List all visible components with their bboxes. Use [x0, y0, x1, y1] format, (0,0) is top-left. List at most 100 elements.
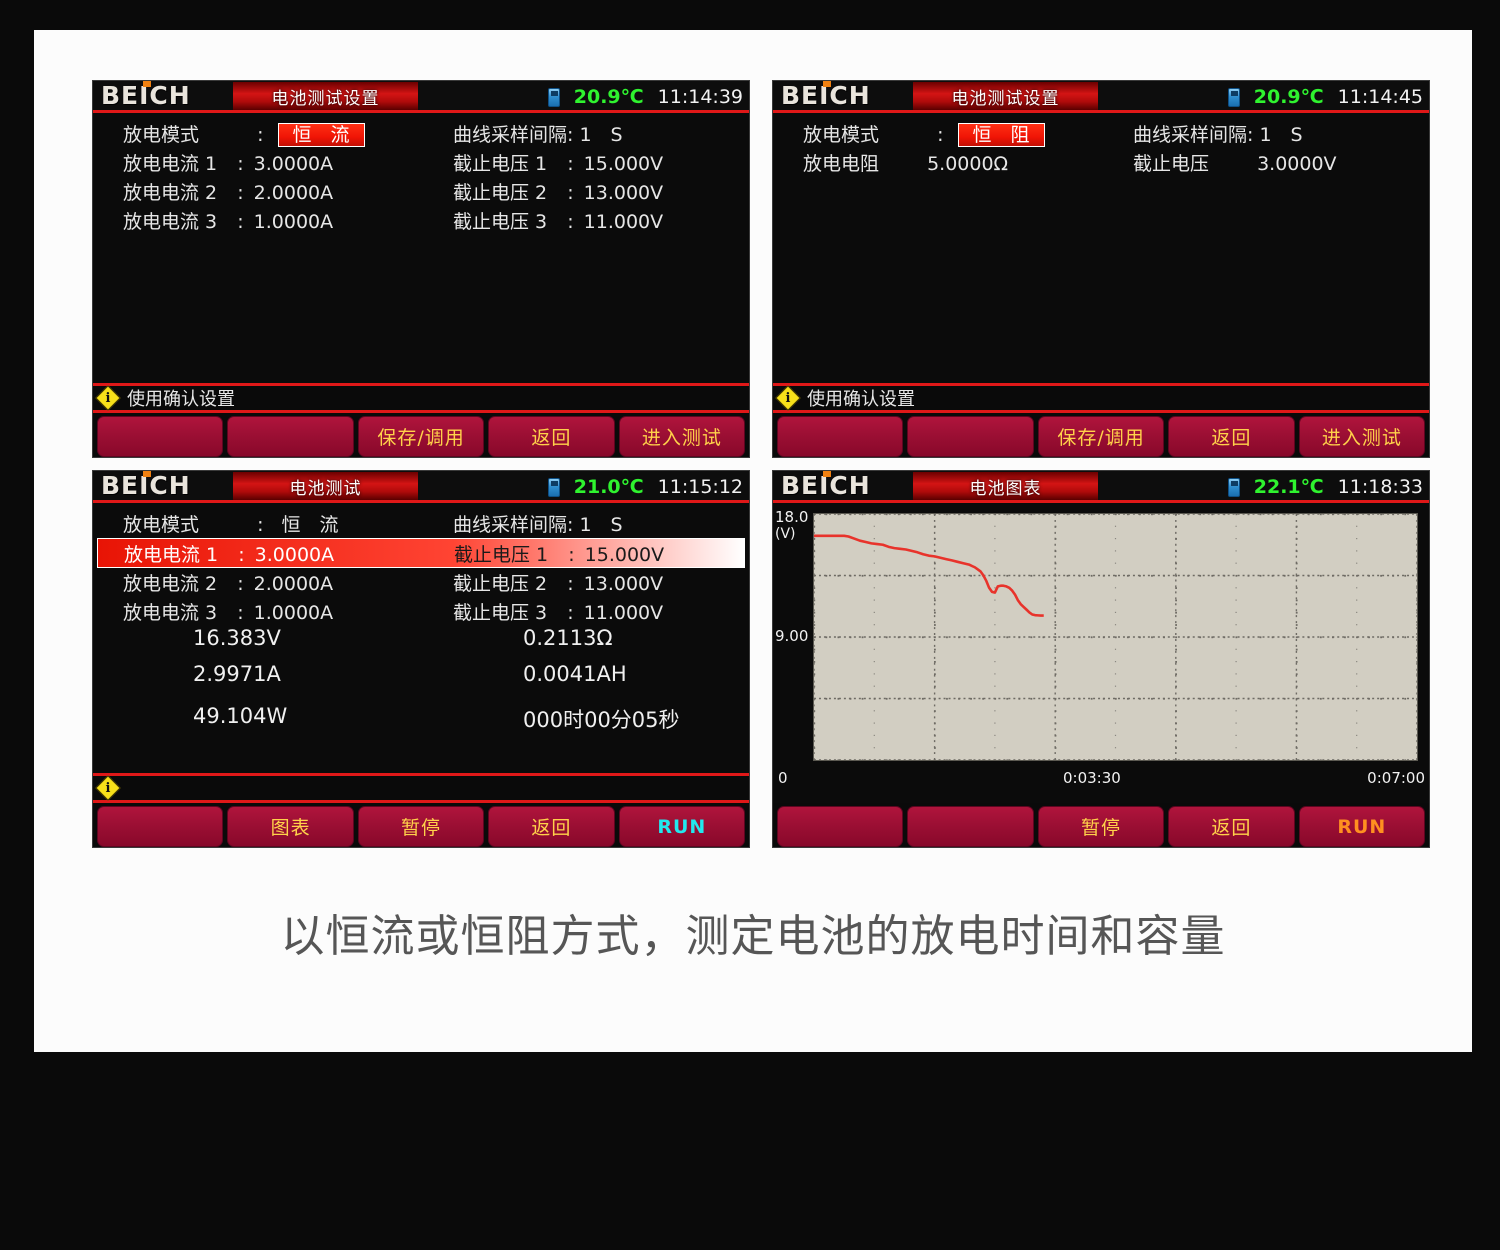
panel-2-body: 放电模式 : 恒 阻 曲线采样间隔: 1 S 放电电阻 5.0000Ω 截止电压…	[773, 113, 1429, 383]
row-label-right: 曲线采样间隔:	[453, 514, 574, 536]
softkey-1[interactable]	[97, 416, 224, 457]
row-value-right[interactable]: 1 S	[579, 514, 623, 536]
settings-row[interactable]: 放电电流 3 : 1.0000A 截止电压 3 : 11.000V	[93, 597, 749, 626]
brand-logo: BEICH	[101, 81, 191, 110]
row-value-right[interactable]: 3.0000V	[1257, 153, 1337, 175]
settings-row[interactable]: 放电模式 : 恒 阻 曲线采样间隔: 1 S	[773, 119, 1429, 148]
softkey-1[interactable]	[777, 806, 904, 847]
row-value-right[interactable]: 11.000V	[583, 602, 664, 624]
settings-row-selected[interactable]: 放电电流 1 : 3.0000A 截止电压 1 : 15.000V	[97, 538, 745, 568]
discharge-mode-value[interactable]: 恒 阻	[957, 123, 1045, 147]
softkey-1[interactable]	[97, 806, 224, 847]
row-value-right[interactable]: 11.000V	[583, 211, 664, 233]
settings-row[interactable]: 放电模式 : 恒 流 曲线采样间隔: 1 S	[93, 119, 749, 148]
row-label: 放电电流 1	[123, 153, 218, 175]
softkey-enter-test[interactable]: 进入测试	[1298, 416, 1426, 457]
measured-capacity: 0.0041AH	[523, 662, 627, 686]
panel-1-header: BEICH 电池测试设置 20.9℃ 11:14:39	[93, 81, 749, 113]
row-value[interactable]: 3.0000A	[253, 153, 334, 175]
panel-1-softkeys: 保存/调用 返回 进入测试	[93, 413, 749, 457]
softkey-save-recall[interactable]: 保存/调用	[357, 416, 485, 457]
panel-3-body: 放电模式 : 恒 流 曲线采样间隔: 1 S 放电电流 1 : 3.0000A …	[93, 503, 749, 773]
info-message: 使用确认设置	[127, 389, 235, 410]
panel-1-status: 20.9℃ 11:14:39	[547, 81, 743, 113]
brand-logo: BEICH	[781, 471, 871, 500]
settings-row[interactable]: 放电电流 2 : 2.0000A 截止电压 2 : 13.000V	[93, 177, 749, 206]
row-value[interactable]: 1.0000A	[253, 602, 334, 624]
row-value[interactable]: 2.0000A	[253, 182, 334, 204]
info-icon	[95, 385, 121, 411]
page-canvas: BEICH 电池测试设置 20.9℃ 11:14:39 放电模式 : 恒 流 曲…	[34, 30, 1472, 1052]
settings-row[interactable]: 放电电流 3 : 1.0000A 截止电压 3 : 11.000V	[93, 206, 749, 235]
softkey-pause[interactable]: 暂停	[1037, 806, 1165, 847]
softkey-run[interactable]: RUN	[618, 806, 746, 847]
panel-2-title: 电池测试设置	[913, 82, 1098, 110]
settings-row[interactable]: 放电电阻 5.0000Ω 截止电压 3.0000V	[773, 148, 1429, 177]
measured-power: 49.104W	[193, 704, 288, 728]
softkey-back[interactable]: 返回	[488, 806, 615, 847]
clock-readout: 11:14:45	[1337, 86, 1423, 108]
temperature-readout: 22.1℃	[1253, 476, 1324, 498]
settings-row[interactable]: 放电电流 2 : 2.0000A 截止电压 2 : 13.000V	[93, 568, 749, 597]
row-value[interactable]: 1.0000A	[253, 211, 334, 233]
discharge-mode-value[interactable]: 恒 流	[281, 514, 339, 536]
softkey-1[interactable]	[777, 416, 904, 457]
info-icon	[95, 775, 121, 801]
discharge-mode-value[interactable]: 恒 流	[277, 123, 365, 147]
instrument-panel-3: BEICH 电池测试 21.0℃ 11:15:12 放电模式 : 恒 流 曲线采…	[92, 470, 750, 848]
temperature-readout: 21.0℃	[573, 476, 644, 498]
settings-row[interactable]: 放电模式 : 恒 流 曲线采样间隔: 1 S	[93, 509, 749, 538]
elapsed-time: 000时00分05秒	[523, 708, 680, 732]
settings-row[interactable]: 放电电流 1 : 3.0000A 截止电压 1 : 15.000V	[93, 148, 749, 177]
chart-svg	[814, 514, 1417, 760]
panel-4-softkeys: 暂停 返回 RUN	[773, 803, 1429, 847]
brand-dot-icon	[823, 81, 831, 87]
row-label: 放电电流 1	[124, 543, 219, 566]
softkey-2[interactable]	[227, 416, 354, 457]
row-value-right[interactable]: 1 S	[579, 124, 623, 146]
row-separator: :	[237, 573, 244, 595]
usb-icon	[1227, 477, 1240, 497]
panel-4-header: BEICH 电池图表 22.1℃ 11:18:33	[773, 471, 1429, 503]
panel-2-infobar: 使用确认设置	[773, 383, 1429, 413]
row-value-right[interactable]: 15.000V	[583, 153, 664, 175]
softkey-back[interactable]: 返回	[1168, 806, 1295, 847]
row-value[interactable]: 5.0000Ω	[927, 153, 1009, 175]
panel-3-softkeys: 图表 暂停 返回 RUN	[93, 803, 749, 847]
softkey-run[interactable]: RUN	[1298, 806, 1426, 847]
row-separator-right: :	[567, 153, 574, 175]
softkey-chart[interactable]: 图表	[227, 806, 354, 847]
softkey-pause[interactable]: 暂停	[357, 806, 485, 847]
row-value-right[interactable]: 15.000V	[584, 543, 665, 566]
row-label: 放电电流 2	[123, 182, 218, 204]
row-label-right: 截止电压 2	[453, 573, 548, 595]
row-separator: :	[237, 211, 244, 233]
softkey-2[interactable]	[907, 806, 1034, 847]
row-value-right[interactable]: 13.000V	[583, 573, 664, 595]
brand-logo: BEICH	[101, 471, 191, 500]
row-label-right: 截止电压	[1133, 153, 1210, 175]
row-value[interactable]: 3.0000A	[254, 543, 335, 566]
row-separator-right: :	[567, 602, 574, 624]
row-separator: :	[237, 602, 244, 624]
row-value[interactable]: 2.0000A	[253, 573, 334, 595]
softkey-enter-test[interactable]: 进入测试	[618, 416, 746, 457]
usb-icon	[1227, 87, 1240, 107]
row-label: 放电模式	[123, 124, 200, 146]
y-axis-max-label: 18.0 (V)	[775, 508, 809, 543]
softkey-back[interactable]: 返回	[1168, 416, 1295, 457]
row-separator: :	[257, 514, 264, 536]
figure-caption: 以恒流或恒阻方式，测定电池的放电时间和容量	[280, 911, 1226, 962]
measurement-row: 49.104W 000时00分05秒	[93, 704, 749, 746]
panel-2-status: 20.9℃ 11:14:45	[1227, 81, 1423, 113]
instrument-panel-4: BEICH 电池图表 22.1℃ 11:18:33 18.0 (V) 9.00 …	[772, 470, 1430, 848]
softkey-back[interactable]: 返回	[488, 416, 615, 457]
softkey-2[interactable]	[907, 416, 1034, 457]
measured-current: 2.9971A	[193, 662, 281, 686]
softkey-save-recall[interactable]: 保存/调用	[1037, 416, 1165, 457]
panel-4-status: 22.1℃ 11:18:33	[1227, 471, 1423, 503]
row-value-right[interactable]: 13.000V	[583, 182, 664, 204]
row-label: 放电模式	[123, 514, 200, 536]
row-label-right: 截止电压 1	[453, 153, 548, 175]
row-value-right[interactable]: 1 S	[1259, 124, 1303, 146]
